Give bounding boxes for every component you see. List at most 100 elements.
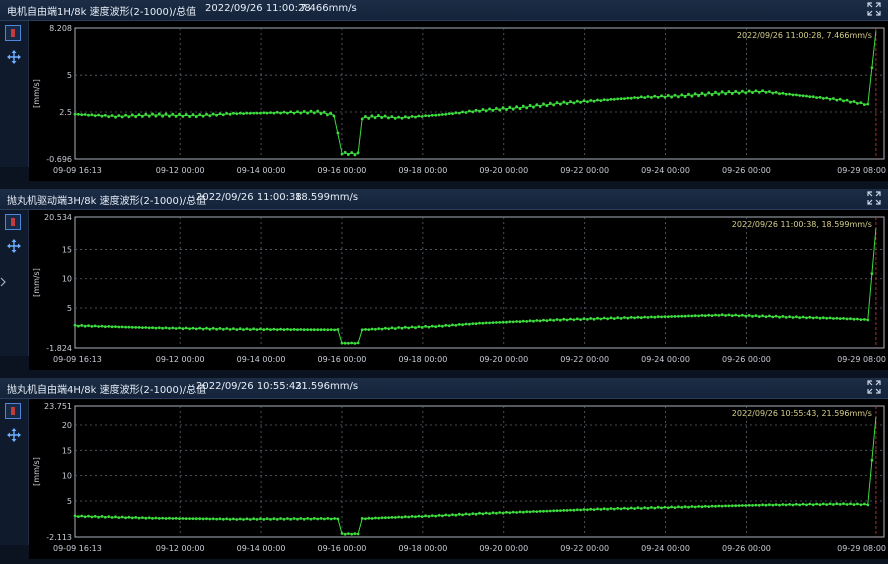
y-tick-label: 5: [67, 497, 72, 506]
data-point: [427, 325, 431, 329]
data-point: [636, 506, 640, 510]
data-point: [538, 319, 542, 323]
data-point: [815, 96, 818, 99]
data-point: [666, 506, 670, 510]
data-point: [488, 321, 491, 325]
data-point: [528, 103, 532, 107]
data-point: [87, 113, 90, 117]
data-point: [110, 114, 114, 117]
line-chart[interactable]: 09-09 16:13 09-12 00:00 09-14 00:00 09-16 0…: [29, 399, 888, 559]
data-point: [818, 316, 822, 320]
data-point: [575, 508, 579, 512]
data-point: [238, 111, 242, 115]
data-point: [660, 315, 663, 319]
data-point: [468, 109, 471, 113]
move-icon[interactable]: [6, 238, 22, 254]
data-point: [141, 115, 144, 118]
data-point: [451, 323, 454, 327]
data-point: [282, 328, 286, 332]
data-point: [356, 341, 360, 345]
data-point: [653, 315, 657, 319]
data-point: [232, 111, 235, 115]
data-point: [130, 325, 134, 329]
x-tick-label: 09-14 00:00: [237, 544, 286, 553]
data-point: [340, 341, 344, 345]
data-point: [114, 115, 117, 119]
series-line: [74, 228, 877, 344]
data-point: [77, 112, 80, 116]
data-point: [286, 327, 289, 331]
expand-icon[interactable]: [867, 191, 881, 205]
line-chart[interactable]: 09-09 16:13 09-12 00:00 09-14 00:00 09-16 0…: [29, 210, 888, 370]
data-point: [117, 516, 121, 519]
data-point: [451, 112, 454, 116]
data-point: [703, 314, 707, 318]
chevron-right-icon[interactable]: [0, 277, 6, 287]
data-point: [545, 319, 549, 323]
data-point: [592, 508, 596, 511]
data-point: [518, 107, 522, 111]
data-point: [784, 503, 788, 507]
data-point: [697, 505, 700, 508]
data-point: [275, 110, 279, 114]
data-point: [555, 318, 559, 321]
data-point: [329, 328, 333, 331]
data-point: [717, 92, 721, 96]
data-point: [589, 507, 593, 511]
data-point: [228, 112, 232, 116]
data-point: [845, 503, 849, 506]
expand-icon[interactable]: [867, 380, 881, 394]
data-point: [856, 102, 859, 105]
data-point: [559, 102, 562, 106]
data-point: [791, 93, 795, 97]
data-point: [744, 91, 748, 95]
data-point: [798, 316, 802, 320]
chart-panel: 抛丸机驱动端3H/8k 速度波形(2-1000)/总值 2022/09/26 1…: [0, 189, 888, 375]
data-point: [100, 324, 104, 328]
data-point: [687, 314, 690, 318]
y-tick-label: 10: [62, 275, 72, 284]
data-point: [538, 509, 542, 513]
data-point: [329, 517, 333, 521]
data-point: [447, 112, 451, 115]
rectangle-select-button[interactable]: [5, 403, 21, 419]
data-point: [720, 90, 724, 94]
data-point: [542, 318, 545, 322]
data-point: [724, 92, 727, 96]
data-point: [569, 317, 572, 321]
data-point: [83, 113, 87, 116]
data-point: [653, 94, 657, 98]
data-point: [374, 516, 377, 520]
data-point: [306, 328, 309, 331]
data-point: [289, 110, 293, 114]
data-point: [680, 314, 684, 318]
line-chart[interactable]: 09-09 16:13 09-12 00:00 09-14 00:00 09-16 0…: [29, 21, 888, 181]
rectangle-select-button[interactable]: [5, 25, 21, 41]
data-point: [832, 317, 835, 320]
data-point: [201, 517, 205, 521]
data-point: [80, 113, 84, 117]
move-icon[interactable]: [6, 427, 22, 443]
data-point: [215, 113, 219, 117]
data-point: [811, 316, 815, 320]
data-point: [771, 91, 775, 95]
data-point: [619, 507, 623, 511]
data-point: [343, 532, 347, 536]
data-point: [464, 111, 468, 114]
data-point: [784, 92, 788, 96]
data-point: [403, 515, 407, 519]
expand-icon[interactable]: [867, 2, 881, 16]
data-point: [724, 314, 727, 317]
data-point: [340, 532, 344, 535]
data-point: [650, 506, 653, 509]
x-tick-label: 09-20 00:00: [479, 544, 528, 553]
data-point: [488, 512, 491, 515]
data-point: [515, 511, 518, 514]
rectangle-select-button[interactable]: [5, 214, 21, 230]
data-point: [117, 114, 121, 117]
move-icon[interactable]: [6, 49, 22, 65]
data-point: [147, 516, 151, 520]
data-point: [90, 113, 94, 117]
data-point: [599, 317, 603, 321]
data-point: [414, 515, 417, 519]
